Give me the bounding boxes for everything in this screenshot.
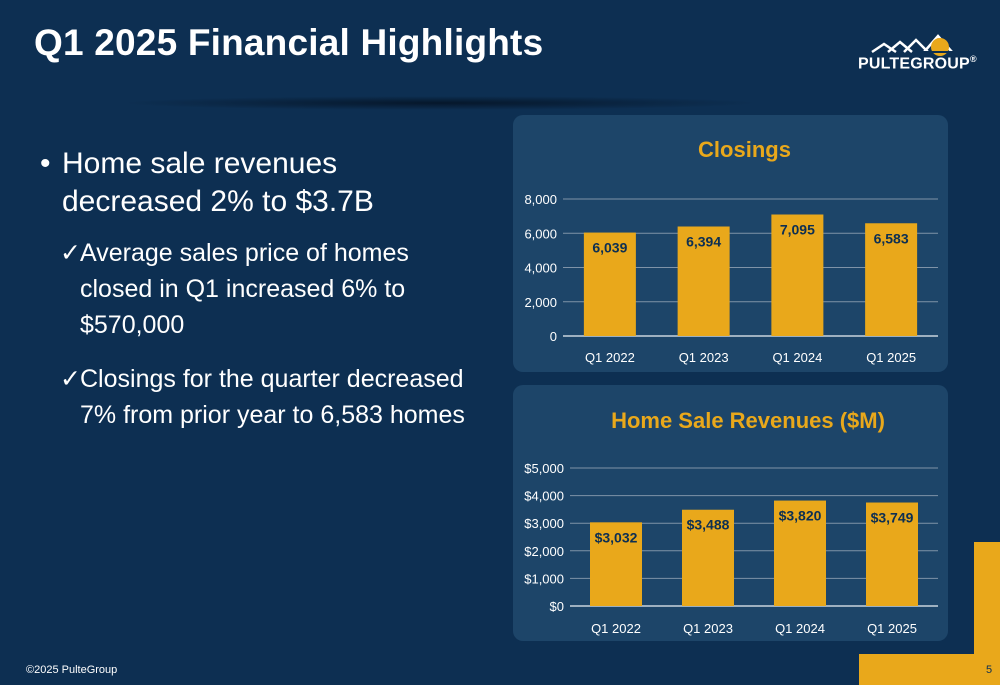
- chart-title: Closings: [698, 137, 791, 162]
- revenues-chart-panel: Home Sale Revenues ($M) $0 $1,000 $2,000 $3,…: [513, 385, 948, 641]
- title-shadow-decoration: [120, 96, 760, 110]
- bullet-dot-icon: •: [40, 147, 51, 180]
- sub-bullet-text: Closings for the quarter decreased 7% fr…: [80, 365, 465, 429]
- closings-chart: Closings 0 2,000 4,000 6,000 8,000 6,039 Q1 202…: [524, 137, 938, 365]
- x-tick-label: Q1 2025: [866, 350, 916, 365]
- x-tick-label: Q1 2024: [772, 350, 822, 365]
- bar: [774, 500, 826, 606]
- sub-bullet-price: ✓ Average sales price of homes closed in…: [40, 235, 480, 343]
- data-label: $3,820: [779, 508, 822, 524]
- data-label: 6,394: [686, 234, 721, 250]
- x-tick-label: Q1 2025: [867, 621, 917, 636]
- data-label: $3,488: [687, 517, 730, 533]
- bar: [771, 214, 824, 336]
- y-tick-label: 0: [550, 329, 557, 344]
- data-label: 6,039: [592, 240, 627, 256]
- bar: [590, 522, 642, 606]
- bullet-list: • Home sale revenues decreased 2% to $3.…: [40, 145, 480, 451]
- copyright-footer: ©2025 PulteGroup: [26, 664, 118, 676]
- bar: [866, 502, 918, 606]
- y-tick-label: $3,000: [524, 516, 564, 531]
- accent-bar-horizontal: [859, 654, 1000, 685]
- logo-wordmark: PULTEGROUP®: [858, 54, 977, 73]
- y-tick-label: 8,000: [524, 192, 557, 207]
- y-tick-label: 2,000: [524, 295, 557, 310]
- data-label: $3,032: [595, 529, 638, 545]
- page-number: 5: [986, 664, 993, 676]
- y-tick-label: $2,000: [524, 544, 564, 559]
- x-tick-label: Q1 2022: [591, 621, 641, 636]
- y-tick-label: $0: [550, 599, 564, 614]
- checkmark-icon: ✓: [60, 239, 81, 267]
- x-tick-label: Q1 2022: [585, 350, 635, 365]
- sub-bullet-text: Average sales price of homes closed in Q…: [80, 239, 409, 339]
- y-tick-label: 4,000: [524, 261, 557, 276]
- data-label: $3,749: [871, 510, 914, 526]
- revenues-chart: Home Sale Revenues ($M) $0 $1,000 $2,000 $3,…: [524, 408, 938, 636]
- bullet-text: Home sale revenues decreased 2% to $3.7B: [62, 147, 374, 218]
- y-tick-label: $5,000: [524, 461, 564, 476]
- y-tick-label: $4,000: [524, 489, 564, 504]
- chart-title: Home Sale Revenues ($M): [611, 408, 885, 433]
- x-tick-label: Q1 2024: [775, 621, 825, 636]
- x-tick-label: Q1 2023: [679, 350, 729, 365]
- bar: [682, 509, 734, 606]
- sub-bullet-closings: ✓ Closings for the quarter decreased 7% …: [40, 361, 480, 433]
- checkmark-icon: ✓: [60, 365, 81, 393]
- y-tick-label: $1,000: [524, 571, 564, 586]
- bar: [677, 226, 730, 336]
- logo-houses-icon: [871, 34, 960, 56]
- x-tick-label: Q1 2023: [683, 621, 733, 636]
- data-label: 7,095: [780, 221, 815, 237]
- data-label: 6,583: [874, 230, 909, 246]
- bar: [865, 223, 918, 336]
- bullet-item-revenue: • Home sale revenues decreased 2% to $3.…: [40, 145, 480, 221]
- bar: [583, 232, 636, 336]
- company-logo: PULTEGROUP®: [858, 30, 978, 76]
- slide-title: Q1 2025 Financial Highlights: [34, 22, 544, 63]
- y-tick-label: 6,000: [524, 226, 557, 241]
- closings-chart-panel: Closings 0 2,000 4,000 6,000 8,000 6,039 Q1 202…: [513, 115, 948, 372]
